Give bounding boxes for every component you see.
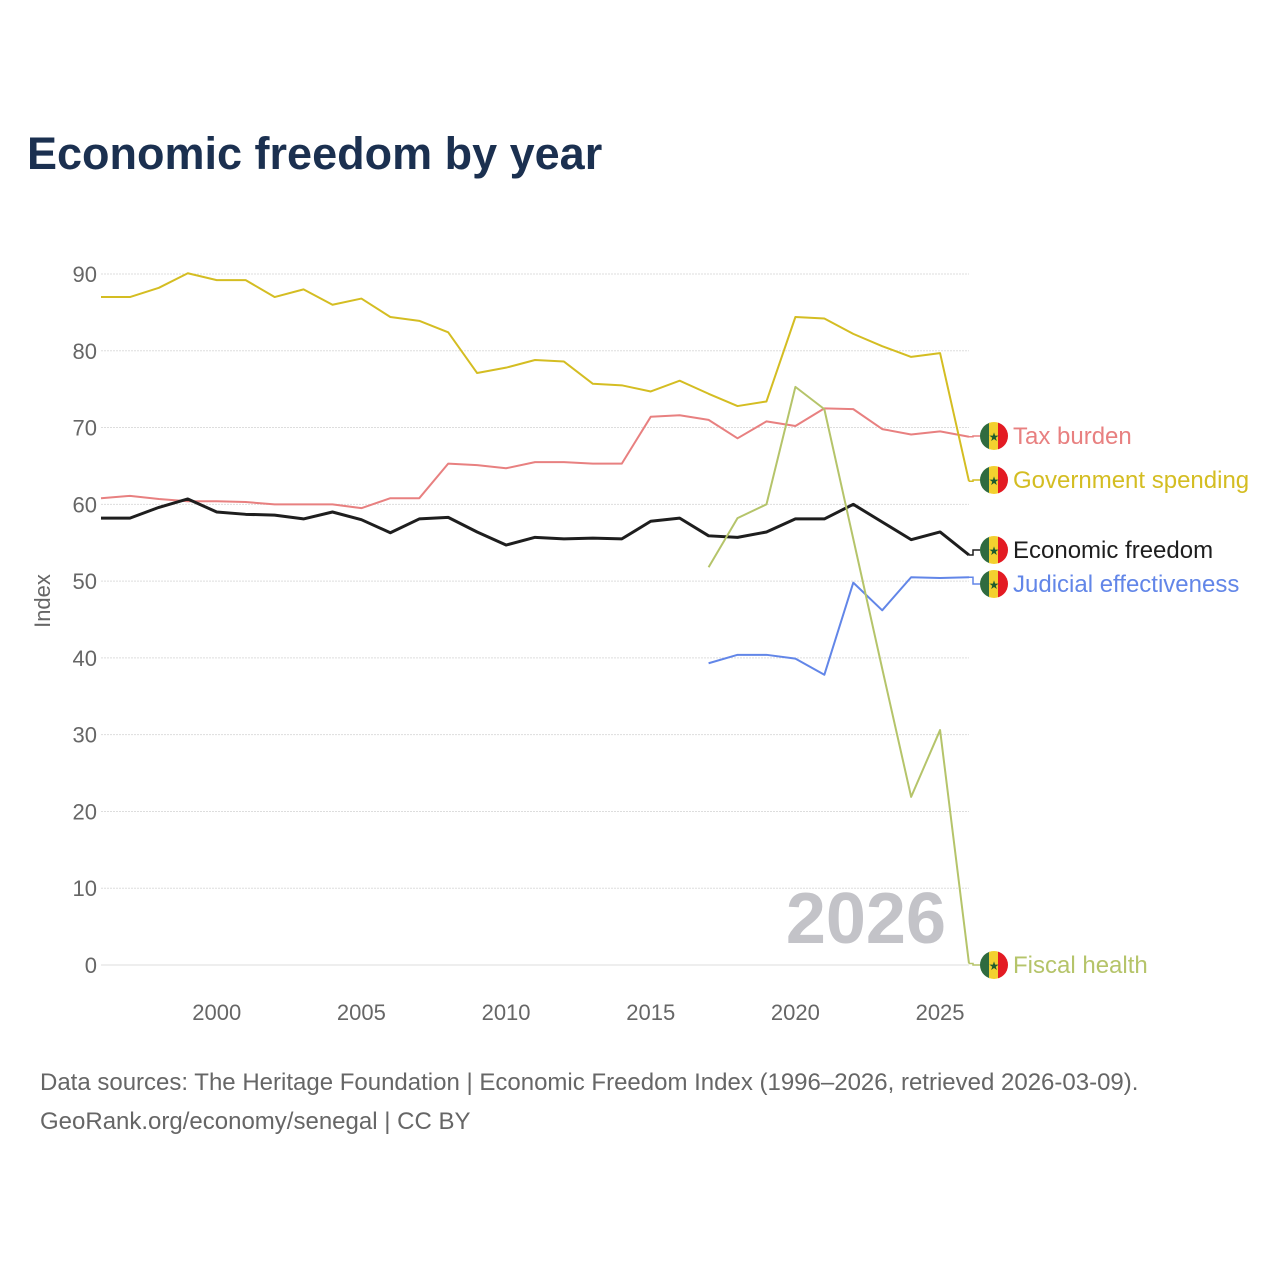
series-line-fiscal-health [707, 385, 970, 964]
series-label: Fiscal health [1013, 952, 1148, 979]
y-tick-label: 90 [73, 262, 97, 287]
series-line-judicial-effectiveness [708, 576, 970, 676]
y-tick-label: 20 [73, 799, 97, 824]
series-label: Economic freedom [1013, 537, 1213, 564]
label-connector [969, 435, 980, 438]
svg-text:★: ★ [989, 474, 1000, 488]
label-connector [969, 576, 980, 585]
y-tick-label: 0 [85, 953, 97, 978]
senegal-flag-icon: ★ [980, 536, 1008, 564]
year-watermark: 2026 [786, 879, 946, 959]
svg-text:★: ★ [989, 544, 1000, 558]
y-tick-label: 80 [73, 339, 97, 364]
y-tick-label: 70 [73, 416, 97, 441]
chart-title: Economic freedom by year [27, 128, 603, 179]
x-tick-label: 2015 [626, 1000, 675, 1025]
senegal-flag-icon: ★ [980, 951, 1008, 979]
x-tick-label: 2005 [337, 1000, 386, 1025]
footer-url: GeoRank.org/economy/senegal | CC BY [40, 1108, 471, 1135]
x-tick-label: 2000 [192, 1000, 241, 1025]
senegal-flag-icon: ★ [980, 570, 1008, 598]
x-tick-label: 2020 [771, 1000, 820, 1025]
label-connector [969, 479, 980, 483]
label-connector [969, 549, 980, 556]
label-connector [969, 962, 980, 966]
footer-sources: Data sources: The Heritage Foundation | … [40, 1069, 1139, 1096]
svg-text:★: ★ [989, 430, 1000, 444]
y-tick-label: 60 [73, 492, 97, 517]
x-tick-label: 2025 [916, 1000, 965, 1025]
series-label: Government spending [1013, 467, 1249, 494]
senegal-flag-icon: ★ [980, 466, 1008, 494]
series-line-tax-burden [100, 407, 970, 510]
y-axis-label: Index [30, 574, 55, 628]
svg-text:★: ★ [989, 959, 1000, 973]
series-line-government-spending [101, 272, 970, 482]
y-tick-label: 40 [73, 646, 97, 671]
series-label: Tax burden [1013, 423, 1132, 450]
series-line-economic-freedom [101, 497, 970, 557]
x-tick-label: 2010 [482, 1000, 531, 1025]
series-label: Judicial effectiveness [1013, 571, 1239, 598]
y-tick-label: 30 [73, 723, 97, 748]
y-tick-label: 10 [73, 876, 97, 901]
y-tick-label: 50 [73, 569, 97, 594]
svg-text:★: ★ [989, 578, 1000, 592]
senegal-flag-icon: ★ [980, 422, 1008, 450]
